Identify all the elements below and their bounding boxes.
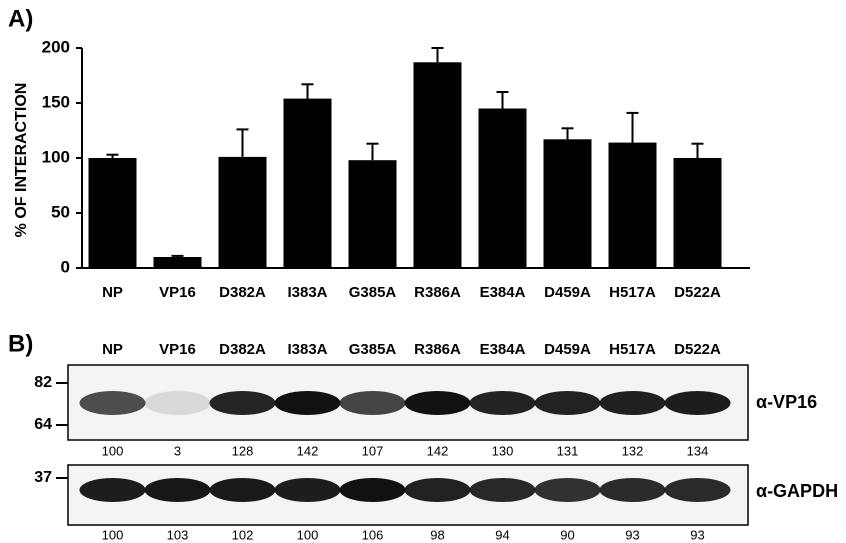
y-tick-label: 0 (61, 257, 70, 276)
y-axis-label: % OF INTERACTION (13, 83, 30, 238)
quantification: 98 (430, 527, 444, 542)
quantification: 100 (297, 527, 319, 542)
quantification: 93 (690, 527, 704, 542)
quantification: 103 (167, 527, 189, 542)
quantification: 100 (102, 527, 124, 542)
quantification: 130 (492, 443, 514, 458)
lane-label: VP16 (159, 341, 196, 358)
blot-band (145, 391, 211, 415)
quantification: 90 (560, 527, 574, 542)
lane-label: NP (102, 341, 123, 358)
quantification: 102 (232, 527, 254, 542)
quantification: 134 (687, 443, 709, 458)
marker-label: 37 (34, 469, 52, 486)
quantification: 107 (362, 443, 384, 458)
bar (154, 257, 202, 268)
x-tick-label: VP16 (159, 284, 196, 301)
blot-band (600, 391, 666, 415)
blot-band (275, 478, 341, 502)
blot-band (470, 478, 536, 502)
y-tick-label: 50 (51, 202, 70, 221)
lane-label: R386A (414, 341, 461, 358)
lane-label: I383A (287, 341, 327, 358)
figure: A) % OF INTERACTION B) 0 50 100 150 200 NP VP1… (0, 0, 846, 543)
blot-band (535, 391, 601, 415)
blot-band (275, 391, 341, 415)
lane-label: D522A (674, 341, 721, 358)
x-tick-label: G385A (349, 284, 397, 301)
marker-label: 82 (34, 374, 52, 391)
lane-label: H517A (609, 341, 656, 358)
panel-label: B) (8, 330, 33, 357)
antibody-label: α-GAPDH (756, 481, 838, 501)
bar (609, 143, 657, 268)
quantification: 142 (297, 443, 319, 458)
blot-band (80, 391, 146, 415)
blot-band (600, 478, 666, 502)
bar (219, 157, 267, 268)
bar (414, 62, 462, 268)
blot-band (210, 478, 276, 502)
quantification: 142 (427, 443, 449, 458)
y-tick-label: 100 (42, 147, 70, 166)
x-tick-label: E384A (480, 284, 526, 301)
lane-label: D459A (544, 341, 591, 358)
x-tick-label: I383A (287, 284, 327, 301)
blot-band (210, 391, 276, 415)
quantification: 100 (102, 443, 124, 458)
bar (349, 160, 397, 268)
page: {"chart_data": {"type": "bar", "panel_la… (0, 0, 846, 543)
x-tick-label: D382A (219, 284, 266, 301)
blot-band (405, 391, 471, 415)
x-tick-label: D459A (544, 284, 591, 301)
blot-band (405, 478, 471, 502)
blot-band (340, 391, 406, 415)
quantification: 94 (495, 527, 509, 542)
blot-band (535, 478, 601, 502)
quantification: 93 (625, 527, 639, 542)
blot-band (470, 391, 536, 415)
bar (284, 99, 332, 268)
blot-band (665, 391, 731, 415)
x-tick-label: H517A (609, 284, 656, 301)
y-tick-label: 150 (42, 92, 70, 111)
blot-band (145, 478, 211, 502)
quantification: 106 (362, 527, 384, 542)
blot-band (340, 478, 406, 502)
marker-label: 64 (34, 416, 52, 433)
quantification: 128 (232, 443, 254, 458)
blot-band (665, 478, 731, 502)
panel-label: A) (8, 5, 33, 32)
lane-label: D382A (219, 341, 266, 358)
lane-label: E384A (480, 341, 526, 358)
quantification: 132 (622, 443, 644, 458)
bar (674, 158, 722, 268)
y-tick-label: 200 (42, 37, 70, 56)
blot-band (80, 478, 146, 502)
quantification: 131 (557, 443, 579, 458)
x-tick-label: D522A (674, 284, 721, 301)
x-tick-label: R386A (414, 284, 461, 301)
bar (544, 139, 592, 268)
quantification: 3 (174, 443, 181, 458)
bar (89, 158, 137, 268)
antibody-label: α-VP16 (756, 392, 817, 412)
bar (479, 109, 527, 269)
lane-label: G385A (349, 341, 397, 358)
x-tick-label: NP (102, 284, 123, 301)
